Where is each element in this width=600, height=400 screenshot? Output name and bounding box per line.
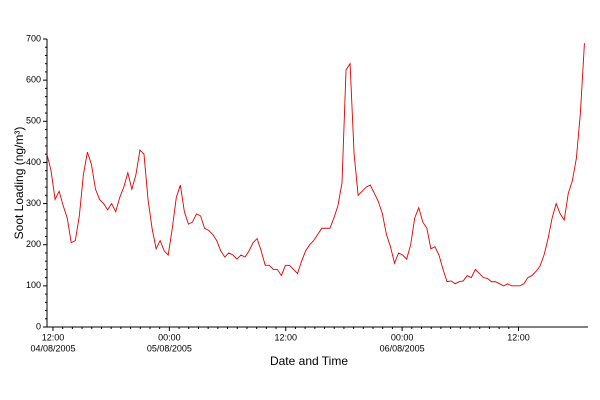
x-tick-label: 00:00 [158, 332, 181, 342]
x-tick-date: 06/08/2005 [380, 343, 425, 353]
x-tick-date: 05/08/2005 [147, 343, 192, 353]
y-tick-label: 700 [26, 33, 41, 43]
x-axis-label: Date and Time [270, 354, 348, 368]
y-tick-label: 300 [26, 198, 41, 208]
y-tick-label: 600 [26, 75, 41, 85]
y-tick-label: 500 [26, 116, 41, 126]
y-tick-label: 400 [26, 157, 41, 167]
y-axis-label: Soot Loading (ng/m³) [12, 127, 26, 240]
x-tick-label: 12:00 [507, 332, 530, 342]
x-tick-label: 12:00 [274, 332, 297, 342]
x-tick-date: 04/08/2005 [30, 343, 75, 353]
y-tick-label: 200 [26, 239, 41, 249]
y-tick-label: 0 [36, 321, 41, 331]
x-tick-label: 00:00 [391, 332, 414, 342]
y-tick-label: 100 [26, 280, 41, 290]
x-tick-label: 12:00 [42, 332, 65, 342]
data-line [46, 43, 585, 287]
